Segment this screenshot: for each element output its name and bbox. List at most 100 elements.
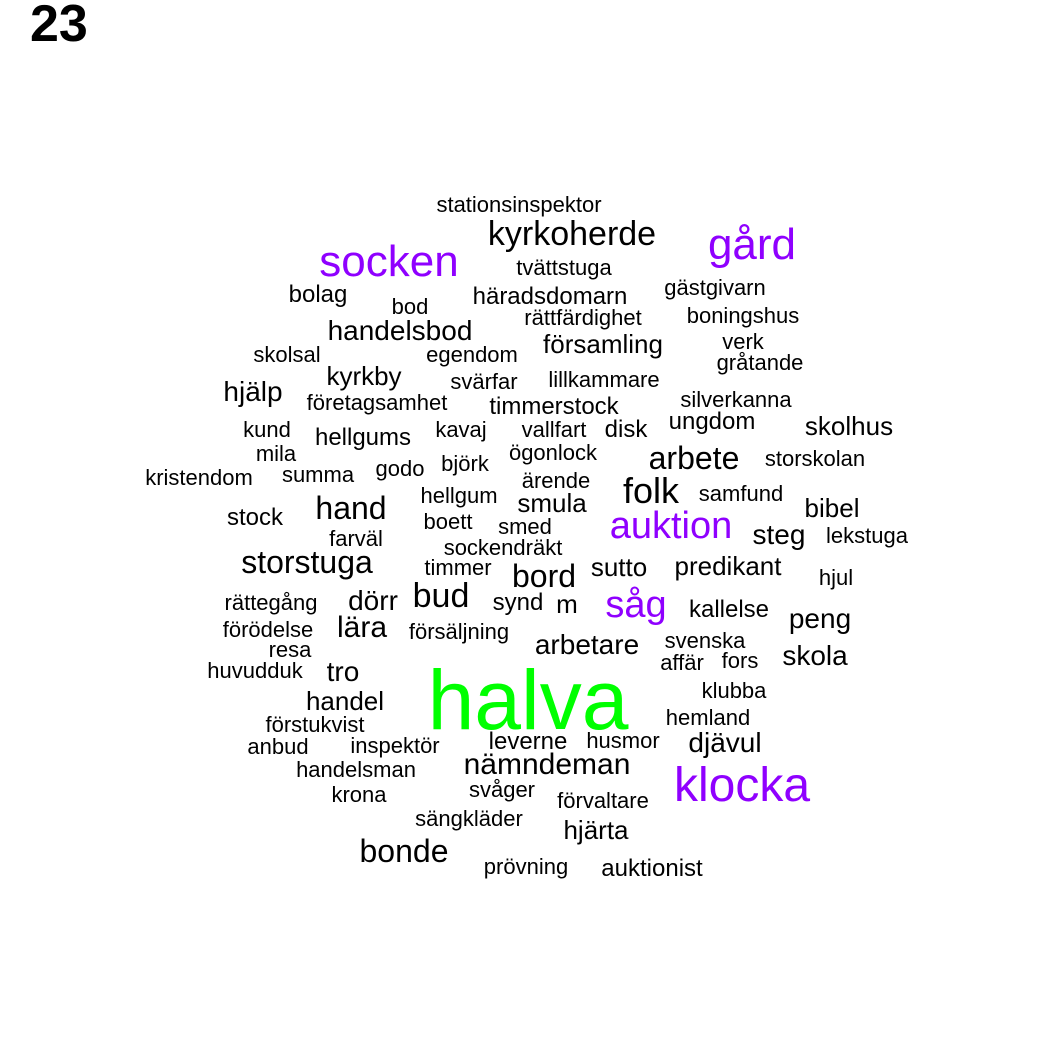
word-synd: synd [492,589,544,616]
word-steg: steg [752,519,806,550]
word-husmor: husmor [586,728,660,753]
word-kyrkby: kyrkby [326,361,402,391]
word-bolag: bolag [288,281,348,308]
word-ungdom: ungdom [668,408,756,435]
word-sockendrakt: sockendräkt [443,535,563,560]
word-auktion: auktion [609,505,733,547]
word-arende: ärende [521,468,591,493]
word-bod: bod [391,294,429,319]
page-number: 23 [30,0,88,53]
word-verk: verk [722,329,764,354]
word-forsaljning: försäljning [408,619,510,644]
word-djavul: djävul [688,727,762,758]
word-skolhus: skolhus [804,411,894,441]
word-forstukvist: förstukvist [265,712,365,737]
word-gratande: gråtande [716,350,804,375]
word-huvudduk: huvudduk [207,658,303,683]
word-affar: affär [660,650,704,675]
word-klocka: klocka [673,759,811,812]
word-gard: gård [707,220,797,269]
word-predikant: predikant [674,551,782,581]
word-handelsbod: handelsbod [327,315,473,346]
word-svarfar: svärfar [450,369,518,394]
word-tro: tro [326,656,360,687]
word-hellgum: hellgum [420,483,498,508]
word-kund: kund [243,417,291,442]
word-silverkanna: silverkanna [680,387,792,412]
word-kallelse: kallelse [688,596,770,623]
word-forsamling: församling [543,329,663,359]
word-svager: svåger [468,777,536,802]
word-kristendom: kristendom [145,465,253,490]
word-haradsdomarn: häradsdomarn [472,283,628,310]
word-lillkammare: lillkammare [548,367,660,392]
word-svenska: svenska [664,628,746,653]
word-forodelse: förödelse [222,617,314,642]
word-bibel: bibel [804,493,860,523]
word-smula: smula [517,488,587,518]
word-kavaj: kavaj [435,417,487,442]
word-namndeman: nämndeman [463,748,631,781]
word-storskolan: storskolan [764,446,866,471]
word-m: m [556,589,578,619]
word-hjalp: hjälp [223,376,283,407]
word-farval: farväl [329,526,383,551]
word-rattegang: rättegång [224,590,318,615]
word-halva: halva [427,653,629,747]
word-resa: resa [268,637,312,662]
word-gastgivarn: gästgivarn [664,275,766,300]
word-folk: folk [622,470,680,511]
word-fors: fors [721,648,759,673]
word-handel: handel [305,686,385,716]
word-bord: bord [511,558,577,594]
word-arbete: arbete [648,440,740,476]
word-bud: bud [412,577,470,615]
word-peng: peng [788,603,852,634]
word-ogonlock: ögonlock [508,440,598,465]
word-anbud: anbud [247,734,309,759]
word-krona: krona [331,782,387,807]
word-tvattstuga: tvättstuga [516,255,612,280]
word-lara: lära [336,611,388,644]
word-kyrkoherde: kyrkoherde [487,215,657,253]
word-disk: disk [604,416,648,443]
word-bjork: björk [441,451,489,476]
word-hemland: hemland [665,705,751,730]
word-auktionist: auktionist [601,855,703,882]
word-arbetare: arbetare [534,629,640,660]
word-bonde: bonde [359,833,449,869]
word-boningshus: boningshus [686,303,800,328]
word-smed: smed [498,514,552,539]
word-dorr: dörr [348,585,398,616]
word-sangklader: sängkläder [415,806,523,831]
word-skolsal: skolsal [253,342,321,367]
word-rattfardighet: rättfärdighet [524,305,642,330]
word-forvaltare: förvaltare [557,788,649,813]
word-socken: socken [319,237,459,286]
word-handelsman: handelsman [296,757,416,782]
word-timmerstock: timmerstock [489,393,619,420]
word-sutto: sutto [590,552,648,582]
word-provning: prövning [483,854,569,879]
word-hjul: hjul [818,565,854,590]
word-foretagsamhet: företagsamhet [306,390,448,415]
word-hand: hand [315,490,387,526]
word-timmer: timmer [424,555,492,580]
word-hellgums: hellgums [314,424,412,451]
word-stationsinspektor: stationsinspektor [436,192,602,217]
word-egendom: egendom [426,342,518,367]
word-summa: summa [281,462,355,487]
word-stock: stock [226,504,284,531]
word-inspektor: inspektör [350,733,440,758]
word-lekstuga: lekstuga [826,523,908,548]
word-vallfart: vallfart [521,417,587,442]
word-leverne: leverne [488,728,568,755]
word-skola: skola [782,640,848,671]
word-mila: mila [255,441,297,466]
word-klubba: klubba [701,678,767,703]
word-hjarta: hjärta [563,815,629,845]
word-storstuga: storstuga [241,544,373,580]
word-boett: boett [423,509,473,534]
